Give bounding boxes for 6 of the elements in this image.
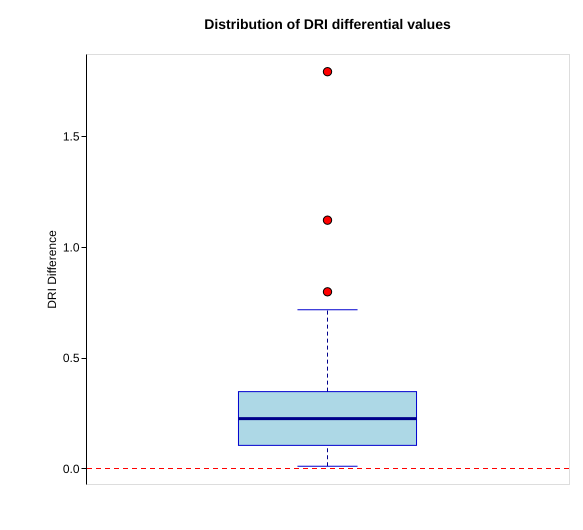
y-tick-label: 1.0 — [62, 240, 80, 254]
y-axis-title: DRI Difference — [44, 230, 59, 309]
y-tick-label: 0.5 — [62, 351, 80, 366]
y-tick-label: 0.0 — [62, 462, 80, 476]
y-tick-label: 1.5 — [62, 130, 80, 144]
chart-title: Distribution of DRI differential values — [204, 16, 451, 32]
